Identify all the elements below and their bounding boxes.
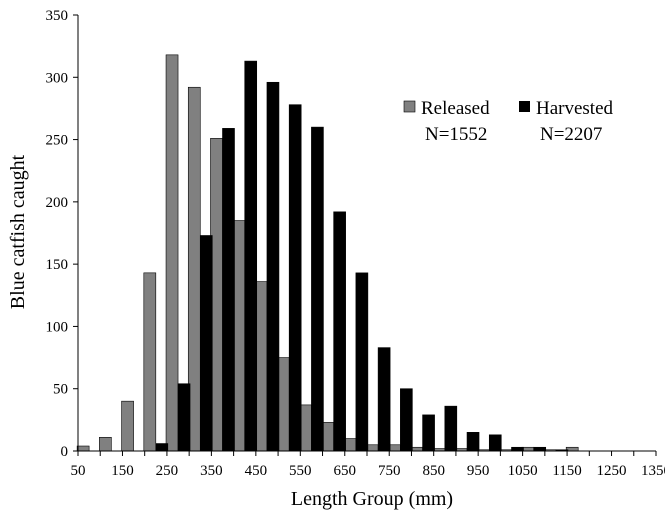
bar-harvested-500	[288, 104, 302, 452]
y-tick-label-100: 100	[46, 319, 69, 335]
legend-swatch-harvested	[519, 101, 530, 112]
x-axis-title: Length Group (mm)	[291, 488, 453, 510]
bar-harvested-400	[244, 60, 258, 452]
bar-harvested-700	[377, 347, 391, 452]
y-tick-label-350: 350	[46, 8, 69, 24]
y-tick-labels: 0 50 100 150 200 250 300 350	[46, 8, 69, 460]
bar-harvested-200	[155, 443, 169, 452]
bar-harvested-550	[311, 126, 324, 452]
bar-released-50	[76, 445, 90, 452]
axes-group	[73, 14, 657, 456]
bar-harvested-600	[333, 211, 346, 452]
x-tick-label-750: 750	[378, 463, 401, 479]
x-tick-label-250: 250	[156, 463, 179, 479]
bar-released-200	[143, 272, 157, 452]
y-tick-label-50: 50	[53, 382, 68, 398]
x-tick-labels: 50 150 250 350 450 550 650 750 850 950 1050 1150 125…	[71, 463, 665, 479]
bar-released-250	[165, 54, 179, 452]
bar-harvested-950	[488, 434, 502, 452]
x-tick-label-850: 850	[422, 463, 445, 479]
bar-harvested-350	[222, 128, 235, 452]
bar-harvested-300	[199, 235, 213, 452]
bar-harvested-850	[444, 405, 458, 452]
legend-count-harvested: N=2207	[540, 124, 602, 145]
bar-harvested-450	[266, 81, 280, 452]
bar-harvested-800	[422, 414, 435, 452]
y-tick-label-0: 0	[61, 444, 69, 460]
x-tick-label-150: 150	[111, 463, 134, 479]
x-tick-label-50: 50	[71, 463, 86, 479]
y-tick-label-300: 300	[46, 70, 69, 86]
x-tick-label-1050: 1050	[508, 463, 538, 479]
x-tick-label-1150: 1150	[552, 463, 581, 479]
legend-label-harvested: Harvested	[536, 98, 614, 119]
x-tick-label-650: 650	[334, 463, 357, 479]
y-tick-label-200: 200	[46, 195, 69, 211]
bar-harvested-1000	[511, 446, 524, 452]
bar-released-100	[99, 436, 112, 452]
x-tick-label-1250: 1250	[597, 463, 627, 479]
x-tick-label-350: 350	[200, 463, 223, 479]
bars-group	[76, 54, 579, 452]
bar-harvested-750	[400, 388, 413, 452]
y-tick-label-150: 150	[46, 257, 69, 273]
x-tick-label-550: 550	[289, 463, 312, 479]
legend-label-released: Released	[421, 98, 490, 119]
x-tick-label-450: 450	[245, 463, 268, 479]
bar-released-150	[121, 400, 134, 452]
bar-harvested-1050	[533, 446, 547, 452]
x-tick-label-950: 950	[467, 463, 490, 479]
y-tick-label-250: 250	[46, 133, 69, 149]
y-axis-title: Blue catfish caught	[7, 154, 29, 309]
bar-harvested-650	[355, 272, 369, 452]
x-tick-label-1350: 1350	[641, 463, 665, 479]
bar-harvested-250	[177, 383, 191, 452]
legend-count-released: N=1552	[425, 124, 487, 145]
legend-swatch-released	[403, 100, 416, 113]
legend: Released N=1552 Harvested N=2207	[403, 98, 614, 145]
bar-harvested-900	[466, 432, 480, 452]
